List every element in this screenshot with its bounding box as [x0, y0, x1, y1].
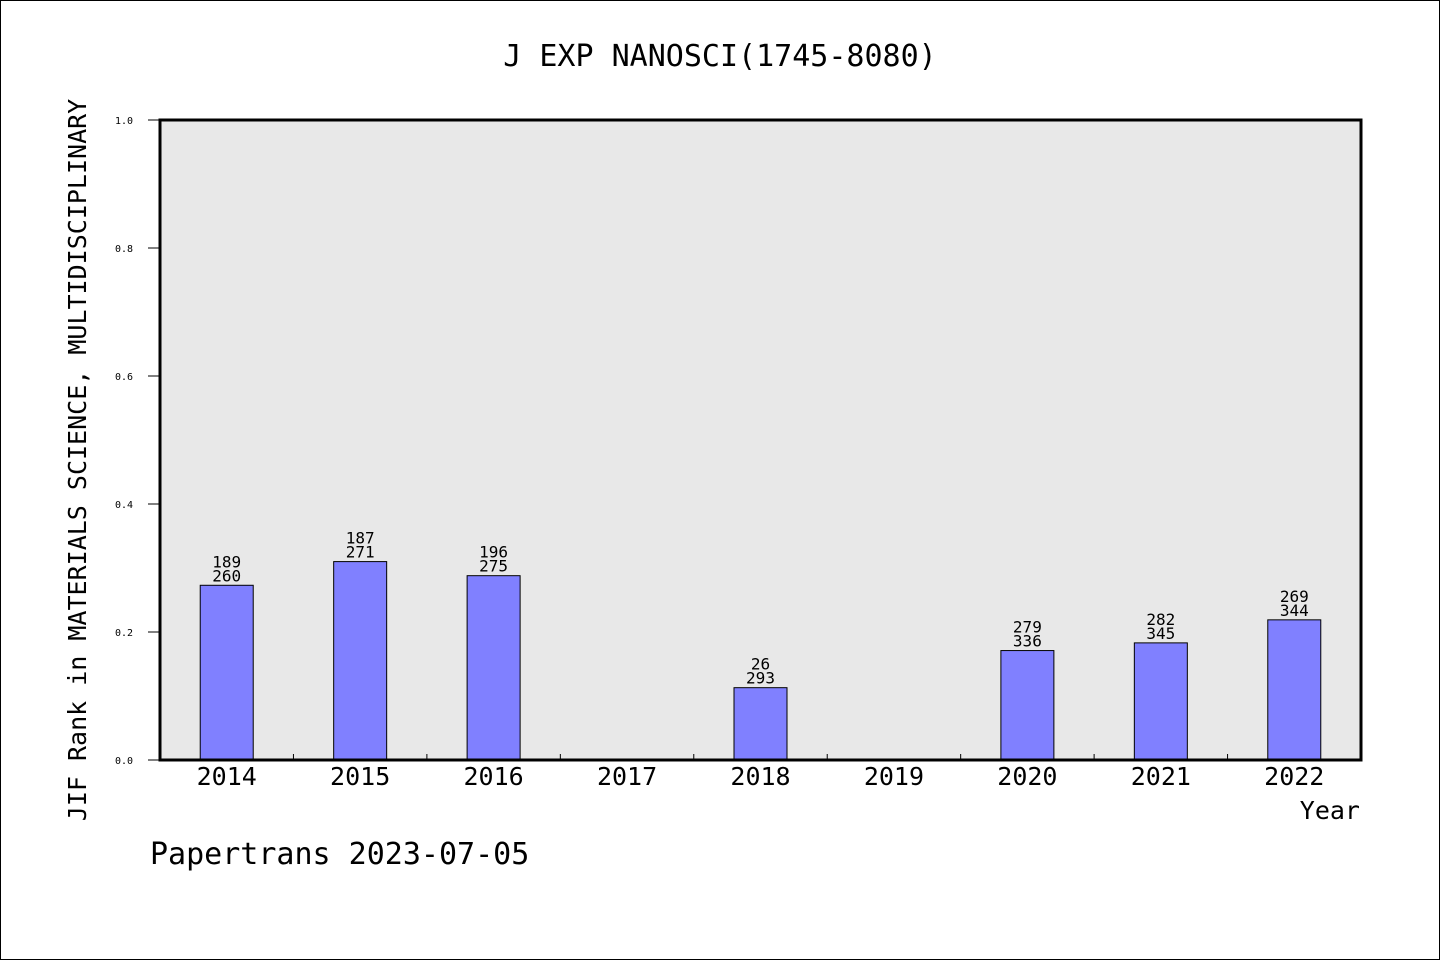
data-label-bottom: 260 — [212, 566, 241, 585]
footer-text: Papertrans 2023-07-05 — [150, 837, 529, 872]
bar — [1000, 650, 1055, 761]
x-tick-label: 2014 — [197, 762, 257, 791]
x-tick-label: 2018 — [730, 762, 790, 791]
bar — [1133, 642, 1188, 761]
y-tick-label: 0.4 — [115, 500, 133, 511]
data-label-top: 187 — [346, 529, 375, 548]
chart-title: J EXP NANOSCI(1745-8080) — [503, 39, 936, 74]
x-tick-label: 2015 — [330, 762, 390, 791]
bar — [199, 584, 254, 761]
y-tick-label: 0.6 — [115, 372, 133, 383]
y-axis-label: JIF Rank in MATERIALS SCIENCE, MULTIDISC… — [63, 99, 92, 821]
data-label-top: 189 — [212, 552, 241, 571]
bar — [1267, 619, 1322, 761]
data-label-top: 269 — [1280, 587, 1309, 606]
x-axis-label: Year — [1300, 796, 1360, 825]
x-tick-label: 2021 — [1131, 762, 1191, 791]
data-label-top: 196 — [479, 543, 508, 562]
data-label-top: 279 — [1013, 618, 1042, 637]
plot-border — [158, 118, 1363, 762]
x-axis: 2014 2015 2016 2017 2018 2019 2020 2021 2022 — [197, 754, 1324, 791]
y-tick-label: 0.0 — [115, 756, 133, 767]
y-tick-label: 1.0 — [115, 116, 133, 127]
x-tick-label: 2017 — [597, 762, 657, 791]
x-tick-label: 2016 — [464, 762, 524, 791]
bar — [733, 687, 788, 761]
y-axis: 0.0 0.2 0.4 0.6 0.8 1.0 — [115, 116, 160, 767]
bar — [333, 561, 388, 761]
data-label-bottom: 344 — [1280, 601, 1309, 620]
data-label-bottom: 336 — [1013, 632, 1042, 651]
data-label-bottom: 271 — [346, 543, 375, 562]
y-tick-label: 0.8 — [115, 244, 133, 255]
data-label-bottom: 345 — [1146, 624, 1175, 643]
x-tick-label: 2019 — [864, 762, 924, 791]
data-label-bottom: 293 — [746, 669, 775, 688]
x-tick-label: 2022 — [1264, 762, 1324, 791]
x-tick-label: 2020 — [997, 762, 1057, 791]
data-label-bottom: 275 — [479, 557, 508, 576]
y-tick-label: 0.2 — [115, 628, 133, 639]
data-label-top: 26 — [751, 655, 770, 674]
bar — [466, 575, 521, 761]
data-label-top: 282 — [1146, 610, 1175, 629]
